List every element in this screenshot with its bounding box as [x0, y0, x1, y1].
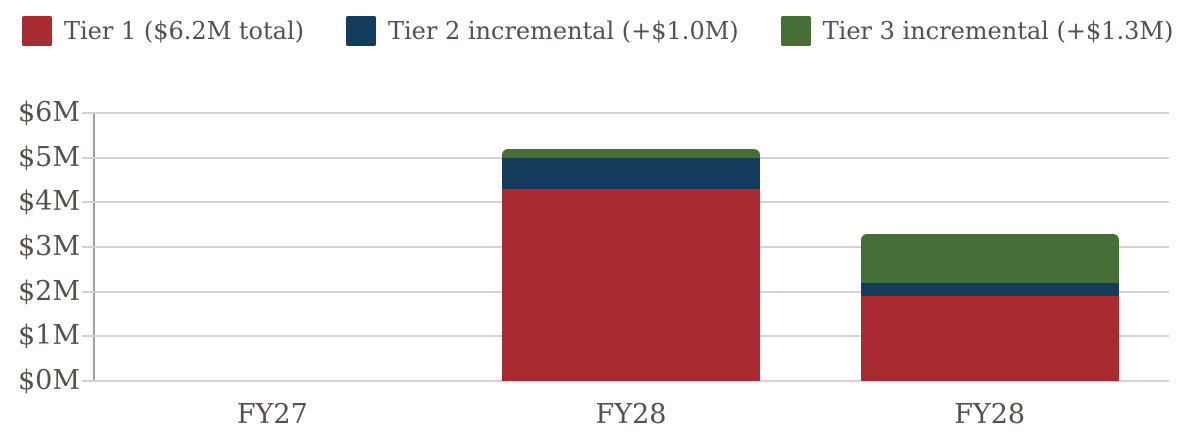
gridline	[93, 380, 1169, 382]
legend-item: Tier 3 incremental (+$1.3M)	[780, 16, 1174, 46]
legend-label: Tier 1 ($6.2M total)	[64, 16, 304, 45]
y-axis-tickmark	[82, 380, 93, 382]
bar-segment	[860, 282, 1119, 297]
y-axis-tickmark	[82, 335, 93, 338]
legend-swatch	[345, 16, 376, 46]
x-tick-label: FY28	[595, 399, 667, 430]
y-tick-label: $0M	[17, 365, 80, 396]
legend-label: Tier 2 incremental (+$1.0M)	[387, 16, 739, 45]
y-axis-tickmark	[82, 246, 93, 248]
legend: Tier 1 ($6.2M total) Tier 2 incremental (…	[22, 16, 1196, 46]
y-tick-label: $1M	[17, 320, 80, 352]
stacked-bar	[860, 233, 1119, 381]
bar-segment	[860, 233, 1119, 283]
y-tick-label: $6M	[17, 97, 80, 128]
y-axis-tickmark	[82, 156, 93, 159]
y-tick-label: $5M	[17, 141, 80, 173]
legend-label: Tier 3 incremental (+$1.3M)	[822, 16, 1174, 45]
gridline	[93, 112, 1169, 114]
bar-segment	[502, 157, 760, 189]
legend-item: Tier 2 incremental (+$1.0M)	[345, 16, 739, 46]
y-tick-label: $4M	[17, 186, 80, 218]
y-axis-labels: $0M $1M $2M $3M $4M $5M $6M	[0, 98, 80, 396]
legend-swatch	[22, 16, 52, 46]
x-tick-label: FY27	[236, 399, 308, 430]
y-axis-tickmark	[82, 112, 93, 114]
bar-segment	[502, 188, 760, 381]
legend-item: Tier 1 ($6.2M total)	[22, 16, 304, 46]
bar-segment	[502, 148, 760, 158]
y-tick-label: $3M	[17, 231, 80, 262]
plot-area	[82, 112, 1169, 382]
y-axis-tickmark	[82, 290, 93, 293]
bar-segment	[860, 296, 1119, 381]
stacked-bar	[502, 148, 760, 381]
x-axis-labels: FY27 FY28 FY28	[93, 398, 1169, 438]
legend-swatch	[780, 16, 811, 46]
x-tick-label: FY28	[954, 399, 1026, 430]
y-axis-tickmark	[82, 201, 93, 204]
y-tick-label: $2M	[17, 275, 80, 307]
